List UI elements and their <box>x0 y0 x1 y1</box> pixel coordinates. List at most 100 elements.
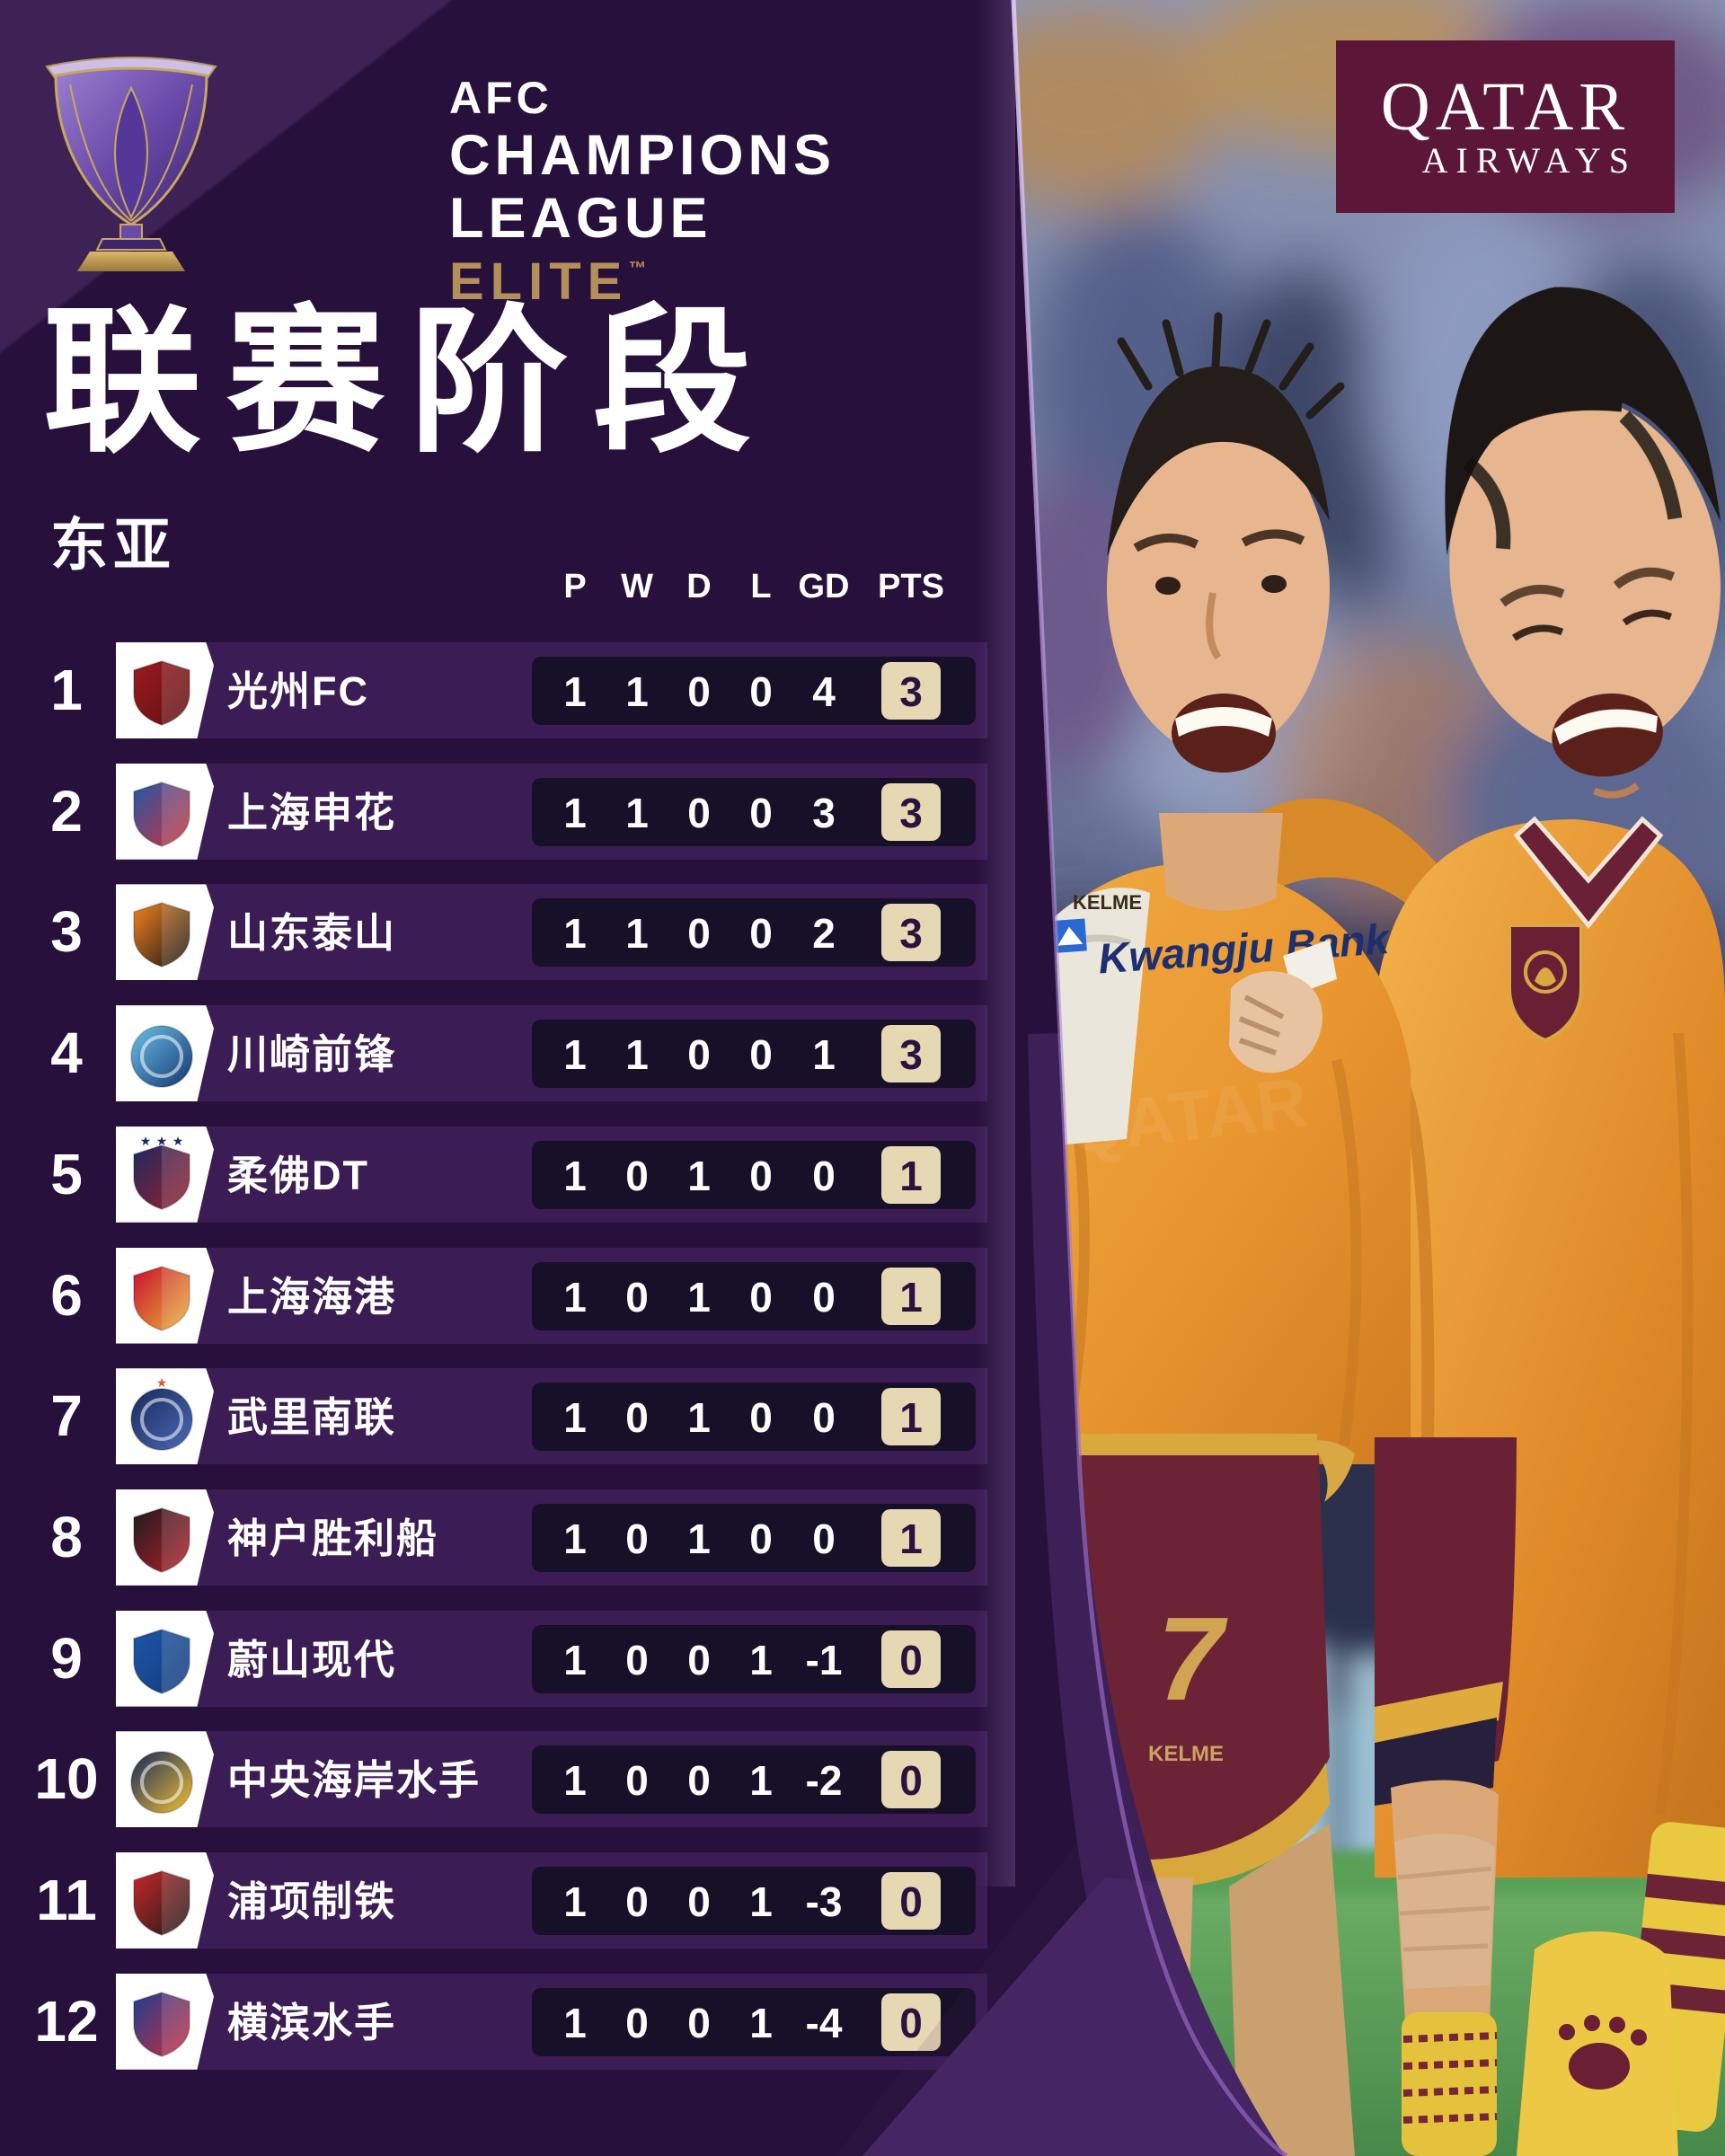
stat-played: 1 <box>563 668 587 715</box>
stat-lost: 0 <box>749 668 773 715</box>
wordmark-champions: CHAMPIONS <box>449 124 836 187</box>
stat-drawn: 0 <box>687 1878 711 1925</box>
club-crest-on-jersey <box>1509 925 1581 1040</box>
stat-goal-diff: -2 <box>805 1757 843 1805</box>
stat-won: 0 <box>625 1999 649 2046</box>
shorts-right <box>1310 1437 1517 2156</box>
stat-goal-diff: 0 <box>812 1515 836 1562</box>
stat-won: 0 <box>625 1878 649 1925</box>
stats-panel: 1 1 0 0 3 3 <box>532 777 976 846</box>
points-badge: 0 <box>881 1751 941 1809</box>
page-title: 联赛阶段 <box>43 295 777 471</box>
stats-panel: 1 1 0 0 4 3 <box>532 657 976 725</box>
row-band: 川崎前锋 1 1 0 0 1 3 <box>116 1005 987 1102</box>
club-crest-card <box>116 1489 214 1586</box>
row-band: 横滨水手 1 0 0 1 -4 0 <box>116 1973 987 2070</box>
table-row-2: 2 上海申花 1 1 0 0 3 3 <box>0 763 988 860</box>
rank-number: 10 <box>34 1746 99 1812</box>
paw-sock <box>1517 1931 1678 2156</box>
table-row-5: 5 ★ ★ ★ 柔佛DT 1 0 1 0 0 1 <box>0 1126 988 1223</box>
stat-won: 0 <box>625 1394 649 1442</box>
club-name: 山东泰山 <box>227 910 397 957</box>
points-badge: 1 <box>881 1267 941 1325</box>
row-band: 光州FC 1 1 0 0 4 3 <box>116 642 987 738</box>
rank-number: 9 <box>50 1625 83 1691</box>
club-crest-card <box>116 763 214 860</box>
club-name: 上海海港 <box>227 1273 397 1320</box>
stat-played: 1 <box>563 1394 587 1442</box>
stat-goal-diff: -3 <box>805 1878 843 1925</box>
qatar-airways-logo: QATAR AIRWAYS <box>1336 40 1675 213</box>
stat-drawn: 0 <box>687 910 711 958</box>
points-badge: 3 <box>881 1025 941 1083</box>
stat-won: 1 <box>625 789 649 836</box>
stat-played: 1 <box>563 789 587 836</box>
stat-lost: 1 <box>749 1757 773 1805</box>
points-badge: 3 <box>881 904 941 962</box>
jersey-brand-left-chest: KELME <box>1073 891 1142 914</box>
svg-text:★: ★ <box>156 1135 168 1148</box>
table-row-6: 6 上海海港 1 0 1 0 0 1 <box>0 1247 988 1344</box>
stat-won: 0 <box>625 1636 649 1683</box>
stat-drawn: 1 <box>687 1152 711 1199</box>
table-row-9: 9 蔚山现代 1 0 0 1 -1 0 <box>0 1610 988 1707</box>
col-played: P <box>563 568 587 605</box>
club-name: 上海申花 <box>227 789 397 835</box>
stat-played: 1 <box>563 1152 587 1199</box>
points-badge: 1 <box>881 1388 941 1446</box>
stat-goal-diff: -4 <box>805 1999 843 2046</box>
stat-played: 1 <box>563 1273 587 1321</box>
stat-drawn: 0 <box>687 1031 711 1079</box>
competition-wordmark: AFC CHAMPIONS LEAGUE ELITE™ <box>449 75 836 308</box>
stat-lost: 1 <box>749 1878 773 1925</box>
club-crest-card <box>116 642 214 738</box>
acl-elite-trophy-logo <box>45 57 217 271</box>
club-name: 中央海岸水手 <box>227 1757 482 1804</box>
rank-number: 2 <box>50 778 83 844</box>
club-name: 神户胜利船 <box>227 1515 439 1561</box>
photo-edge-glow <box>976 0 1015 1886</box>
stat-won: 0 <box>625 1273 649 1321</box>
table-row-4: 4 川崎前锋 1 1 0 0 1 3 <box>0 1005 988 1102</box>
club-name: 横滨水手 <box>227 1999 397 2046</box>
club-crest-card <box>116 1852 214 1948</box>
row-band: 上海海港 1 0 1 0 0 1 <box>116 1247 987 1344</box>
stat-drawn: 1 <box>687 1515 711 1562</box>
stat-drawn: 1 <box>687 1394 711 1442</box>
stat-lost: 0 <box>749 1031 773 1079</box>
stat-lost: 1 <box>749 1999 773 2046</box>
stat-lost: 0 <box>749 1273 773 1321</box>
stat-drawn: 0 <box>687 668 711 715</box>
col-drawn: D <box>686 568 712 605</box>
stats-panel: 1 0 0 1 -1 0 <box>532 1624 976 1693</box>
stat-won: 0 <box>625 1757 649 1805</box>
stats-panel: 1 0 0 1 -3 0 <box>532 1867 976 1935</box>
stats-panel: 1 0 0 1 -2 0 <box>532 1745 976 1815</box>
table-row-7: 7 ★ 武里南联 1 0 1 0 0 1 <box>0 1368 988 1465</box>
stat-goal-diff: 0 <box>812 1152 836 1199</box>
stat-drawn: 0 <box>687 1636 711 1683</box>
table-row-3: 3 山东泰山 1 1 0 0 2 3 <box>0 884 988 981</box>
row-band: 中央海岸水手 1 0 0 1 -2 0 <box>116 1731 987 1828</box>
club-name: 蔚山现代 <box>227 1636 397 1683</box>
stats-panel: 1 1 0 0 2 3 <box>532 898 976 968</box>
row-band: 蔚山现代 1 0 0 1 -1 0 <box>116 1610 987 1707</box>
stat-played: 1 <box>563 1999 587 2046</box>
stat-goal-diff: 0 <box>812 1394 836 1442</box>
club-crest-card <box>116 884 214 981</box>
stat-played: 1 <box>563 1878 587 1925</box>
club-crest-card: ★ ★ ★ <box>116 1126 214 1223</box>
stat-won: 1 <box>625 1031 649 1079</box>
table-row-1: 1 光州FC 1 1 0 0 4 3 <box>0 642 988 738</box>
stat-lost: 0 <box>749 1152 773 1199</box>
stat-lost: 0 <box>749 1394 773 1442</box>
rank-number: 3 <box>50 899 83 965</box>
stat-played: 1 <box>563 1515 587 1562</box>
wordmark-league: LEAGUE <box>449 187 712 250</box>
points-badge: 0 <box>881 1993 941 2051</box>
stat-played: 1 <box>563 1636 587 1683</box>
rank-number: 11 <box>36 1868 97 1932</box>
club-crest-card <box>116 1247 214 1344</box>
club-name: 川崎前锋 <box>227 1031 397 1078</box>
